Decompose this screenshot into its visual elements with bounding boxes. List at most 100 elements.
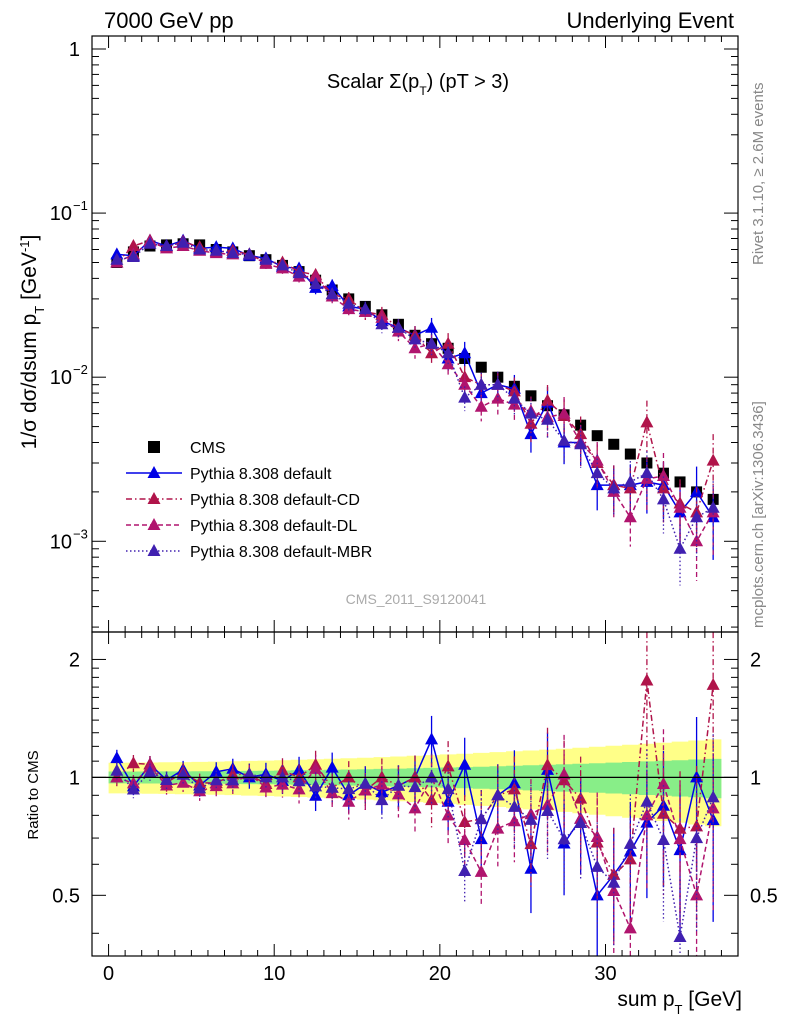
legend-item-1: Pythia 8.308 default — [126, 466, 332, 483]
y-tick-label: 10 — [50, 531, 72, 553]
ratio-point — [656, 832, 670, 845]
ratio-point — [375, 777, 389, 790]
data-point — [143, 236, 157, 249]
y-tick-exponent: −3 — [73, 526, 88, 541]
ratio-point — [623, 836, 637, 849]
data-point — [524, 406, 538, 419]
ratio-point — [292, 774, 306, 787]
data-point — [706, 500, 720, 513]
ratio-point — [441, 782, 455, 795]
data-point — [507, 397, 521, 410]
ratio-point — [607, 875, 621, 888]
ratio-point — [325, 780, 339, 793]
ratio-point — [110, 763, 124, 776]
data-point — [706, 453, 720, 466]
ratio-point — [408, 770, 422, 783]
legend-marker — [147, 466, 161, 478]
x-tick-label: 20 — [429, 963, 451, 985]
data-point — [624, 448, 636, 460]
data-point — [425, 320, 439, 333]
ratio-y-tick-label-right: 0.5 — [750, 885, 778, 907]
ratio-point — [408, 780, 422, 793]
ratio-point — [474, 864, 488, 877]
data-point — [623, 510, 637, 523]
analysis-watermark: CMS_2011_S9120041 — [346, 591, 487, 607]
legend-label: CMS — [190, 440, 226, 457]
data-point — [656, 492, 670, 505]
data-point — [623, 474, 637, 487]
ratio-point — [110, 751, 124, 764]
ratio-point — [441, 808, 455, 821]
data-point — [474, 386, 488, 399]
data-point — [690, 510, 704, 523]
data-point — [110, 252, 124, 265]
data-point — [507, 391, 521, 404]
ratio-y-tick-label: 1 — [69, 767, 80, 789]
ratio-point — [309, 788, 323, 801]
ratio-point — [425, 732, 439, 745]
legend-item-0: CMS — [148, 440, 226, 457]
data-point — [160, 239, 174, 252]
legend-marker — [147, 518, 161, 530]
data-point — [325, 287, 339, 300]
ratio-point — [640, 794, 654, 807]
ratio-point — [342, 782, 356, 795]
x-tick-label: 0 — [103, 963, 114, 985]
data-point — [623, 481, 637, 494]
data-point — [259, 252, 273, 265]
ratio-y-tick-label: 2 — [69, 649, 80, 671]
ratio-point — [706, 790, 720, 803]
data-point — [425, 336, 439, 349]
ratio-point — [275, 770, 289, 783]
legend-label: Pythia 8.308 default-MBR — [190, 544, 372, 561]
data-point — [275, 258, 289, 271]
ratio-point — [690, 831, 704, 844]
ratio-point — [226, 773, 240, 786]
ratio-point — [358, 783, 372, 796]
ratio-point — [425, 770, 439, 783]
ratio-point — [656, 777, 670, 790]
legend-marker — [148, 441, 160, 453]
ratio-point — [375, 793, 389, 806]
data-point — [358, 302, 372, 315]
ratio-y-axis-label: Ratio to CMS — [25, 750, 42, 839]
data-point — [375, 317, 389, 330]
data-point — [458, 377, 472, 390]
y-tick-label: 10 — [50, 367, 72, 389]
legend-label: Pythia 8.308 default — [190, 466, 332, 483]
ratio-point — [458, 832, 472, 845]
ratio-point — [673, 930, 687, 943]
ratio-point — [458, 863, 472, 876]
data-point — [441, 346, 455, 359]
data-point — [309, 276, 323, 289]
series-0 — [111, 238, 719, 505]
ratio-frame — [91, 631, 739, 957]
ratio-y-tick-label: 0.5 — [52, 885, 80, 907]
ratio-point — [690, 819, 704, 832]
data-point — [193, 242, 207, 255]
ratio-point — [474, 832, 488, 845]
data-point — [176, 235, 190, 248]
ratio-point — [491, 788, 505, 801]
ratio-point — [623, 921, 637, 934]
data-point — [475, 361, 487, 373]
header-left: 7000 GeV pp — [104, 8, 234, 33]
y-axis-label: 1/σ dσ/dsum pT [GeV-1] — [17, 235, 47, 450]
data-point — [226, 246, 240, 259]
data-point — [557, 433, 571, 446]
data-point — [673, 500, 687, 513]
legend: CMS Pythia 8.308 default Pythia 8.308 defa… — [126, 440, 372, 561]
data-point — [640, 415, 654, 428]
data-point — [126, 239, 140, 252]
x-axis-label: sum pT [GeV] — [617, 988, 742, 1017]
data-point — [458, 346, 472, 359]
ratio-point — [143, 765, 157, 778]
ratio-point — [541, 758, 555, 771]
ratio-point — [474, 812, 488, 825]
data-point — [656, 468, 670, 481]
data-point — [491, 377, 505, 390]
legend-marker — [147, 544, 161, 556]
data-point — [524, 427, 538, 440]
ratio-point — [309, 761, 323, 774]
